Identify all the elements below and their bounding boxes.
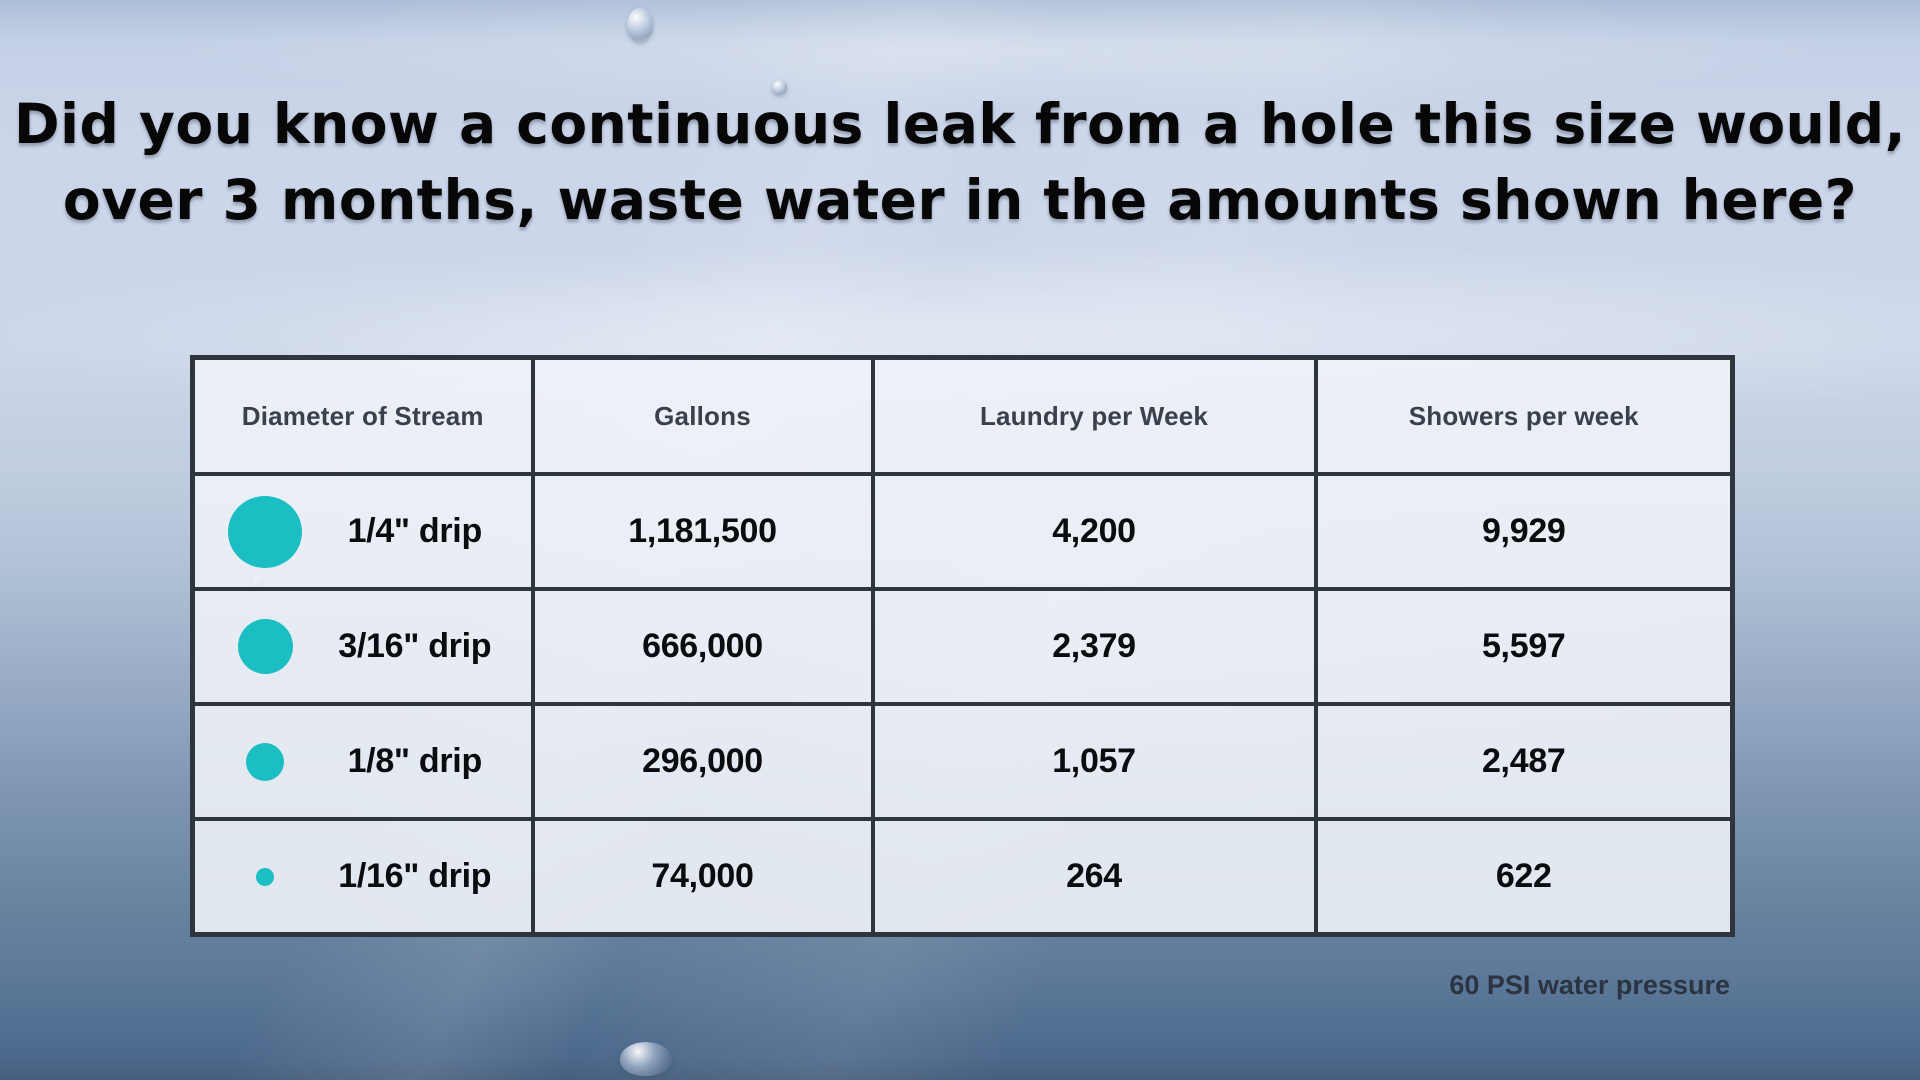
- page-title: Did you know a continuous leak from a ho…: [0, 86, 1920, 238]
- drip-size-dot-icon: [237, 619, 293, 674]
- column-header-laundry: Laundry per Week: [870, 355, 1318, 476]
- dot-slot: [223, 867, 307, 886]
- drip-size-dot-icon: [228, 495, 302, 568]
- table-header-row: Diameter of Stream Gallons Laundry per W…: [190, 355, 1735, 476]
- water-droplet-decor: [772, 80, 787, 95]
- water-droplet-decor: [620, 1042, 672, 1076]
- dot-slot: [223, 495, 307, 568]
- dot-slot: [223, 619, 307, 674]
- leak-waste-table: Diameter of Stream Gallons Laundry per W…: [190, 355, 1735, 937]
- table-row: 1/4" drip 1,181,500 4,200 9,929: [190, 472, 1735, 591]
- dot-slot: [223, 742, 307, 781]
- laundry-value: 1,057: [870, 702, 1318, 821]
- gallons-value: 296,000: [530, 702, 875, 821]
- drip-size-label: 3/16" drip: [338, 627, 492, 665]
- gallons-value: 74,000: [530, 817, 875, 937]
- diameter-cell: 3/16" drip: [190, 587, 535, 706]
- drip-size-label: 1/4" drip: [347, 512, 483, 550]
- gallons-value: 666,000: [530, 587, 875, 706]
- drip-size-label: 1/8" drip: [347, 742, 483, 780]
- table-row: 3/16" drip 666,000 2,379 5,597: [190, 587, 1735, 706]
- water-droplet-decor: [627, 8, 653, 42]
- column-header-showers: Showers per week: [1313, 355, 1735, 476]
- title-line-2: over 3 months, waste water in the amount…: [62, 168, 1858, 232]
- laundry-value: 2,379: [870, 587, 1318, 706]
- showers-value: 2,487: [1313, 702, 1735, 821]
- title-line-1: Did you know a continuous leak from a ho…: [14, 92, 1906, 156]
- column-header-gallons: Gallons: [530, 355, 875, 476]
- table-row: 1/8" drip 296,000 1,057 2,487: [190, 702, 1735, 821]
- laundry-value: 4,200: [870, 472, 1318, 591]
- diameter-cell: 1/4" drip: [190, 472, 535, 591]
- showers-value: 9,929: [1313, 472, 1735, 591]
- gallons-value: 1,181,500: [530, 472, 875, 591]
- laundry-value: 264: [870, 817, 1318, 937]
- drip-size-label: 1/16" drip: [338, 857, 492, 895]
- diameter-cell: 1/8" drip: [190, 702, 535, 821]
- diameter-cell: 1/16" drip: [190, 817, 535, 937]
- showers-value: 5,597: [1313, 587, 1735, 706]
- drip-size-dot-icon: [246, 742, 284, 781]
- showers-value: 622: [1313, 817, 1735, 937]
- table-row: 1/16" drip 74,000 264 622: [190, 817, 1735, 937]
- drip-size-dot-icon: [256, 867, 274, 886]
- pressure-footnote: 60 PSI water pressure: [1449, 970, 1730, 1000]
- column-header-diameter: Diameter of Stream: [190, 355, 535, 476]
